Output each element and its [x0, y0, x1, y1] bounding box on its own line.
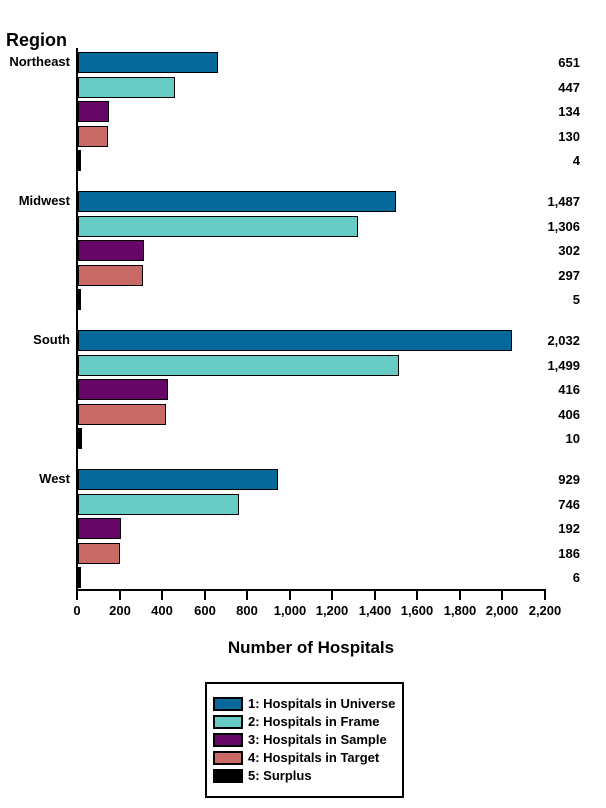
legend-label: 1: Hospitals in Universe [248, 696, 396, 711]
legend-label: 3: Hospitals in Sample [248, 732, 387, 747]
x-tick-label: 0 [73, 603, 81, 618]
x-tick-mark [119, 591, 121, 600]
region-label-midwest: Midwest [18, 193, 70, 208]
legend-swatch-icon [213, 769, 243, 783]
legend-swatch-icon [213, 715, 243, 729]
value-label-south-series5: 10 [565, 431, 580, 446]
x-tick-mark [501, 591, 503, 600]
x-tick-mark [289, 591, 291, 600]
x-tick-label: 1,400 [358, 603, 392, 618]
region-label-northeast: Northeast [9, 54, 70, 69]
bar-west-series4 [78, 543, 120, 564]
value-label-midwest-series5: 5 [572, 292, 580, 307]
value-label-west-series5: 6 [572, 570, 580, 585]
legend-row-4: 4: Hospitals in Target [213, 751, 396, 765]
bar-south-series4 [78, 404, 166, 425]
x-tick-mark [331, 591, 333, 600]
x-tick-mark [161, 591, 163, 600]
bar-midwest-series5 [78, 289, 81, 310]
bar-northeast-series5 [78, 150, 81, 171]
legend-row-2: 2: Hospitals in Frame [213, 715, 396, 729]
bar-south-series5 [78, 428, 82, 449]
legend-row-5: 5: Surplus [213, 769, 396, 783]
x-tick-label: 2,000 [485, 603, 519, 618]
x-tick-label: 2,200 [528, 603, 562, 618]
region-label-west: West [39, 471, 70, 486]
x-tick-label: 1,200 [315, 603, 349, 618]
value-label-midwest-series1: 1,487 [547, 194, 580, 209]
bar-midwest-series2 [78, 216, 358, 237]
x-tick-label: 800 [236, 603, 258, 618]
bar-west-series1 [78, 469, 278, 490]
value-label-midwest-series3: 302 [558, 243, 580, 258]
value-label-northeast-series4: 130 [558, 129, 580, 144]
value-label-west-series2: 746 [558, 497, 580, 512]
value-label-northeast-series3: 134 [558, 104, 580, 119]
value-label-midwest-series4: 297 [558, 268, 580, 283]
x-tick-mark [204, 591, 206, 600]
legend-label: 5: Surplus [248, 768, 312, 783]
value-label-northeast-series2: 447 [558, 80, 580, 95]
x-tick-label: 200 [109, 603, 131, 618]
legend-label: 2: Hospitals in Frame [248, 714, 380, 729]
bar-northeast-series1 [78, 52, 218, 73]
value-label-northeast-series1: 651 [558, 55, 580, 70]
bar-northeast-series2 [78, 77, 175, 98]
x-tick-label: 600 [194, 603, 216, 618]
x-tick-mark [374, 591, 376, 600]
value-label-west-series1: 929 [558, 472, 580, 487]
legend-row-3: 3: Hospitals in Sample [213, 733, 396, 747]
bar-west-series3 [78, 518, 121, 539]
legend-row-1: 1: Hospitals in Universe [213, 697, 396, 711]
chart-legend: 1: Hospitals in Universe 2: Hospitals in … [205, 682, 404, 798]
bar-northeast-series4 [78, 126, 108, 147]
legend-swatch-icon [213, 733, 243, 747]
legend-label: 4: Hospitals in Target [248, 750, 380, 765]
x-axis-title: Number of Hospitals [227, 638, 395, 657]
value-label-south-series1: 2,032 [547, 333, 580, 348]
value-label-south-series3: 416 [558, 382, 580, 397]
x-tick-mark [416, 591, 418, 600]
bar-south-series1 [78, 330, 512, 351]
x-tick-mark [544, 591, 546, 600]
group-axis-title: Region [6, 30, 67, 50]
x-tick-mark [246, 591, 248, 600]
x-tick-label: 1,600 [400, 603, 434, 618]
x-axis-line [76, 589, 546, 591]
x-tick-label: 1,800 [443, 603, 477, 618]
value-label-northeast-series5: 4 [572, 153, 580, 168]
bar-northeast-series3 [78, 101, 109, 122]
bar-south-series2 [78, 355, 399, 376]
bar-south-series3 [78, 379, 168, 400]
bar-midwest-series1 [78, 191, 396, 212]
legend-swatch-icon [213, 697, 243, 711]
value-label-south-series4: 406 [558, 407, 580, 422]
x-tick-mark [459, 591, 461, 600]
bar-midwest-series4 [78, 265, 143, 286]
bar-west-series2 [78, 494, 239, 515]
x-tick-label: 1,000 [273, 603, 307, 618]
value-label-west-series4: 186 [558, 546, 580, 561]
y-axis-line [76, 48, 78, 591]
x-tick-label: 400 [151, 603, 173, 618]
value-label-midwest-series2: 1,306 [547, 219, 580, 234]
bar-west-series5 [78, 567, 81, 588]
x-tick-mark [76, 591, 78, 600]
value-label-west-series3: 192 [558, 521, 580, 536]
bar-midwest-series3 [78, 240, 144, 261]
legend-swatch-icon [213, 751, 243, 765]
value-label-south-series2: 1,499 [547, 358, 580, 373]
region-label-south: South [33, 332, 70, 347]
